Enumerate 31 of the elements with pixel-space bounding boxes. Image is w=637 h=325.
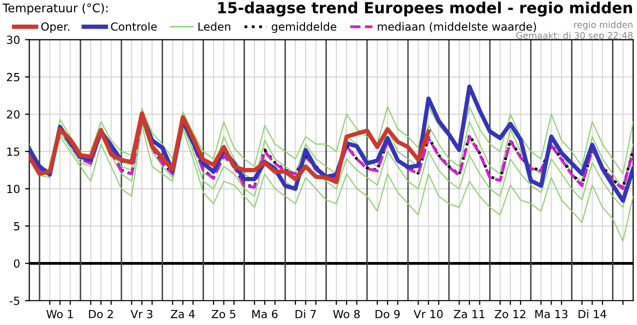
y-tick-label: 15	[7, 148, 20, 156]
y-tick-label: 10	[7, 184, 20, 194]
x-tick-label: Za 4	[170, 310, 195, 318]
x-tick-label: Ma 6	[252, 310, 278, 318]
x-tick-label: Za 11	[454, 310, 484, 318]
x-tick-label: Vr 10	[414, 310, 443, 318]
y-tick-label: 20	[6, 110, 20, 119]
annotation: Gemaakt: di 30 sep 22:48	[516, 32, 633, 41]
legend-label: mediaan (middelste waarde)	[378, 22, 536, 32]
legend-label: Oper.	[41, 22, 70, 33]
text: regio midden	[574, 21, 632, 30]
y-tick-label: 25	[6, 72, 20, 82]
x-tick-label: Vr 3	[130, 310, 152, 318]
x-tick-label: Ma 13	[535, 310, 568, 318]
x-tick-label: Do 9	[376, 310, 400, 318]
y-tick-label: 30	[6, 36, 20, 44]
x-tick-label: Zo 12	[494, 310, 526, 318]
legend-label: gemiddelde	[272, 22, 336, 33]
y-tick-label: 5	[14, 222, 20, 230]
y-tick-label: 0	[14, 259, 20, 268]
legend-label: Controle	[111, 22, 157, 31]
chart-title: 15-daagse trend Europees model - regio midden	[218, 2, 632, 17]
x-tick-label: Di 14	[578, 310, 606, 318]
y-axis-title: Temperatuur (°C):	[2, 3, 108, 15]
x-tick-label: Wo 8	[333, 310, 360, 318]
x-tick-label: Wo 1	[46, 310, 73, 318]
x-tick-label: Di 7	[296, 310, 316, 318]
x-tick-label: Do 2	[89, 310, 113, 318]
y-tick-label: -5	[10, 296, 20, 306]
legend-label: Leden	[198, 22, 230, 31]
x-tick-label: Zo 5	[212, 310, 236, 318]
